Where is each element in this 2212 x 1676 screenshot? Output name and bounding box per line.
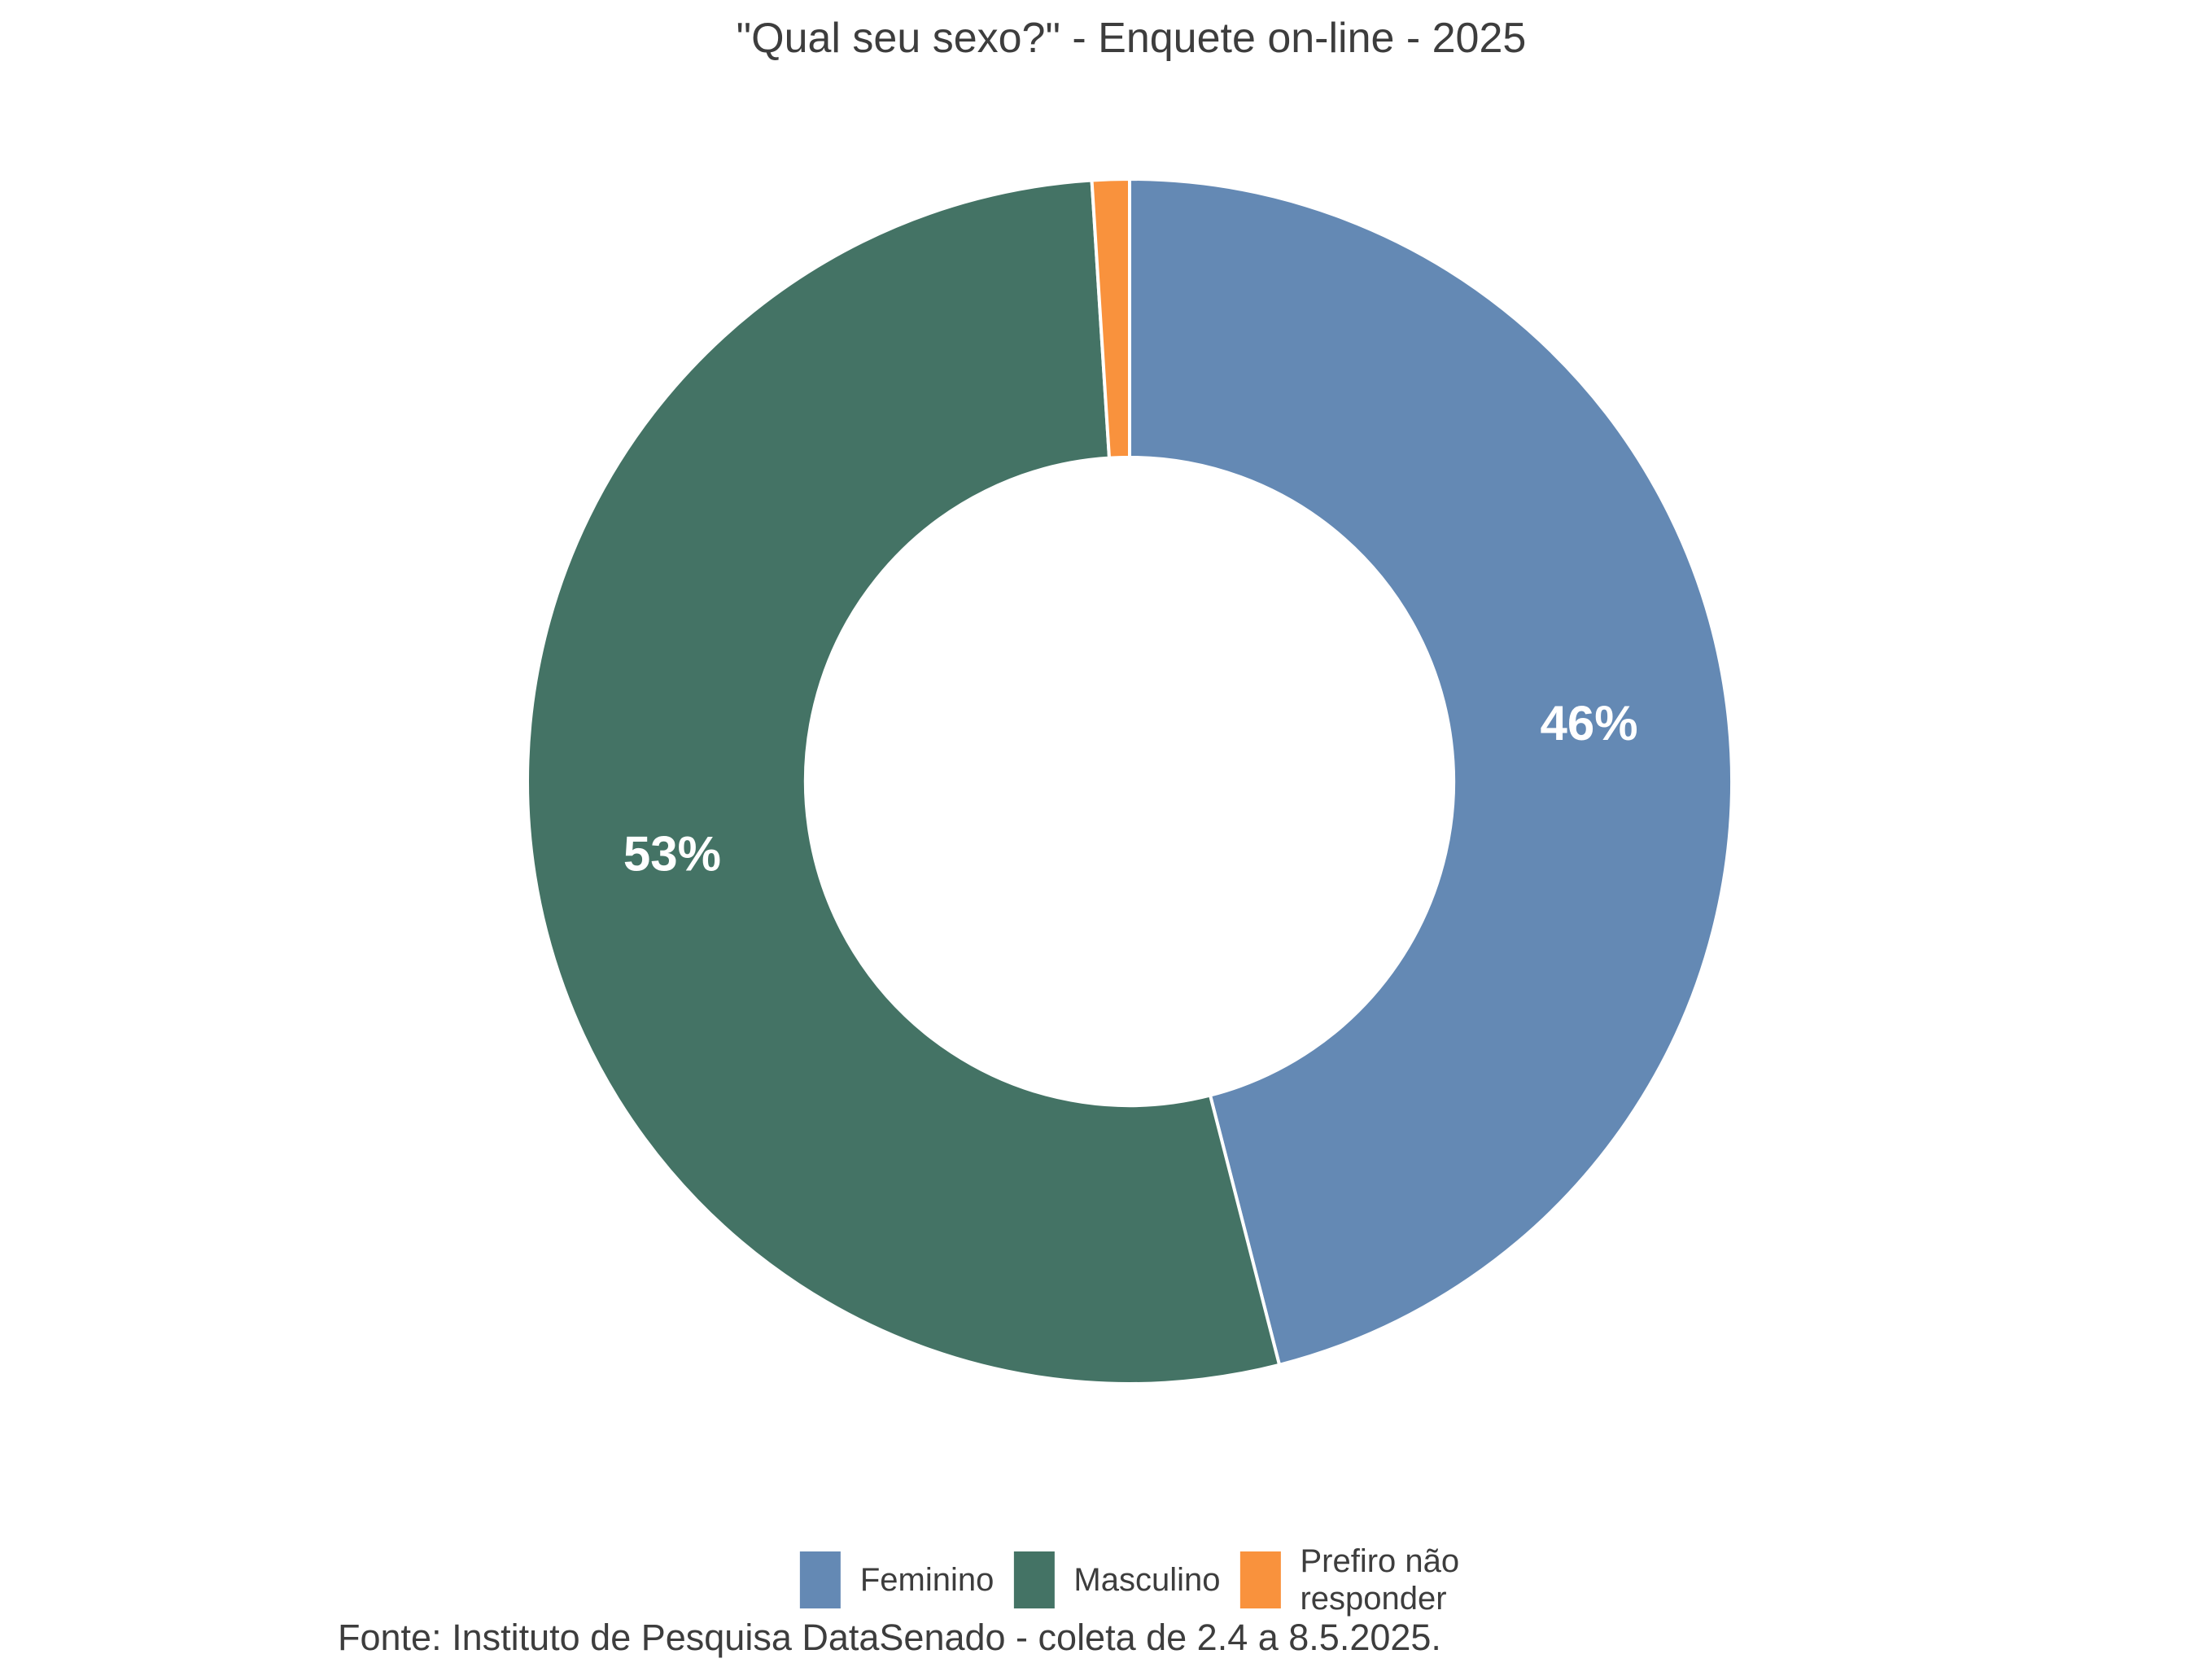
donut-slice-feminino: [1128, 177, 1733, 1367]
donut-slice-prefiro-nao-responder: [1090, 177, 1131, 460]
source-note: Fonte: Instituto de Pesquisa DataSenado …: [338, 1617, 1441, 1658]
legend-item-masculino: Masculino: [1013, 1551, 1220, 1608]
legend: Feminino Masculino Prefiro não responder: [799, 1543, 1459, 1617]
legend-label-masculino: Masculino: [1073, 1562, 1221, 1598]
donut-chart: 46% 53%: [526, 177, 1733, 1385]
legend-item-feminino: Feminino: [799, 1551, 995, 1608]
donut-slice-masculino: [526, 178, 1282, 1385]
chart-title: "Qual seu sexo?" - Enquete on-line - 202…: [736, 15, 1527, 62]
data-label-masculino: 53%: [623, 827, 721, 882]
legend-label-prefiro-nao-responder: Prefiro não responder: [1300, 1543, 1460, 1617]
data-label-feminino: 46%: [1541, 696, 1638, 750]
legend-item-prefiro-nao-responder: Prefiro não responder: [1239, 1543, 1459, 1617]
legend-swatch-prefiro-nao-responder: [1239, 1551, 1281, 1608]
legend-swatch-feminino: [799, 1551, 841, 1608]
legend-swatch-masculino: [1013, 1551, 1055, 1608]
legend-label-feminino: Feminino: [859, 1562, 995, 1598]
